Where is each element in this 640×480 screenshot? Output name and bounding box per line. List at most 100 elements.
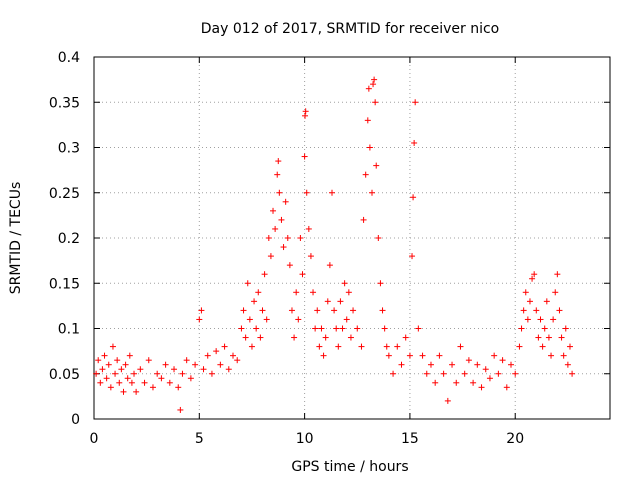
data-point [101,352,108,359]
data-point [512,370,519,377]
data-point [284,235,291,241]
data-point [257,334,264,341]
data-point [99,366,106,373]
data-point [531,271,538,278]
data-point [406,352,413,359]
data-point [310,289,317,296]
data-point [331,307,338,314]
data-point [107,384,114,391]
data-point [449,361,456,368]
data-point [118,366,125,373]
data-point [491,352,498,359]
y-tick-label: 0.25 [49,186,80,202]
data-point [251,298,258,305]
data-point [377,280,384,287]
y-tick-label: 0.35 [49,95,80,111]
y-axis-label: SRMTID / TECUs [8,182,24,295]
data-point [369,189,376,196]
data-point [95,357,102,364]
data-point [516,343,523,350]
data-point [419,352,426,359]
data-point [533,307,540,314]
data-point [217,361,224,368]
data-point [272,225,279,232]
data-point [337,298,344,305]
data-point [248,343,255,350]
data-point [518,325,525,332]
y-tick-label: 0.3 [58,141,80,157]
data-point [427,361,434,368]
data-point [556,307,563,314]
data-point [112,370,119,377]
x-tick-label: 15 [401,431,419,447]
y-tick-label: 0 [71,412,80,428]
data-point [282,198,289,205]
y-tick-label: 0.4 [58,50,80,66]
data-point [520,307,527,314]
data-point [402,334,409,341]
data-point [370,81,377,88]
data-point [265,235,272,241]
data-point [562,325,569,332]
data-point [444,397,451,404]
data-point [474,361,481,368]
data-point [295,316,302,323]
axis-ticks: 0 5 10 15 20 0 0.05 0.1 0.15 0.2 0.25 0.3 0.35 0.4 [49,50,610,447]
data-point [470,379,477,386]
data-point [436,352,443,359]
data-point [158,375,165,382]
data-point [261,271,268,278]
data-point [302,112,309,119]
data-point [263,316,270,323]
data-point [305,225,312,232]
data-point [410,194,417,201]
data-point [234,357,241,364]
chart-title: Day 012 of 2017, SRMTID for receiver nic… [201,21,499,37]
data-point [314,307,321,314]
data-point [564,361,571,368]
x-tick-label: 20 [506,431,524,447]
data-point [196,316,203,323]
data-point [326,262,333,269]
data-points [93,76,576,413]
data-point [350,307,357,314]
data-point [145,357,152,364]
data-point [372,99,379,106]
data-point [122,361,129,368]
data-point [375,235,382,241]
data-point [297,235,304,241]
data-point [126,352,133,359]
data-point [499,357,506,364]
data-point [541,325,548,332]
data-point [208,370,215,377]
data-point [383,343,390,350]
data-point [293,289,300,296]
data-point [270,207,277,214]
data-point [478,384,485,391]
data-point [339,325,346,332]
data-point [286,262,293,269]
data-point [524,316,531,323]
data-point [366,144,373,151]
data-point [192,361,199,368]
data-point [385,352,392,359]
data-point [432,379,439,386]
data-point [360,216,367,223]
data-point [482,366,489,373]
data-point [103,375,110,382]
data-point [328,189,335,196]
data-point [411,139,418,146]
data-point [280,244,287,251]
data-point [345,289,352,296]
data-point [105,361,112,368]
data-point [465,357,472,364]
data-point [320,352,327,359]
data-point [548,352,555,359]
data-point [137,366,144,373]
y-tick-label: 0.2 [58,231,80,247]
data-point [302,108,309,115]
data-point [131,370,138,377]
data-point [171,366,178,373]
data-point [291,334,298,341]
